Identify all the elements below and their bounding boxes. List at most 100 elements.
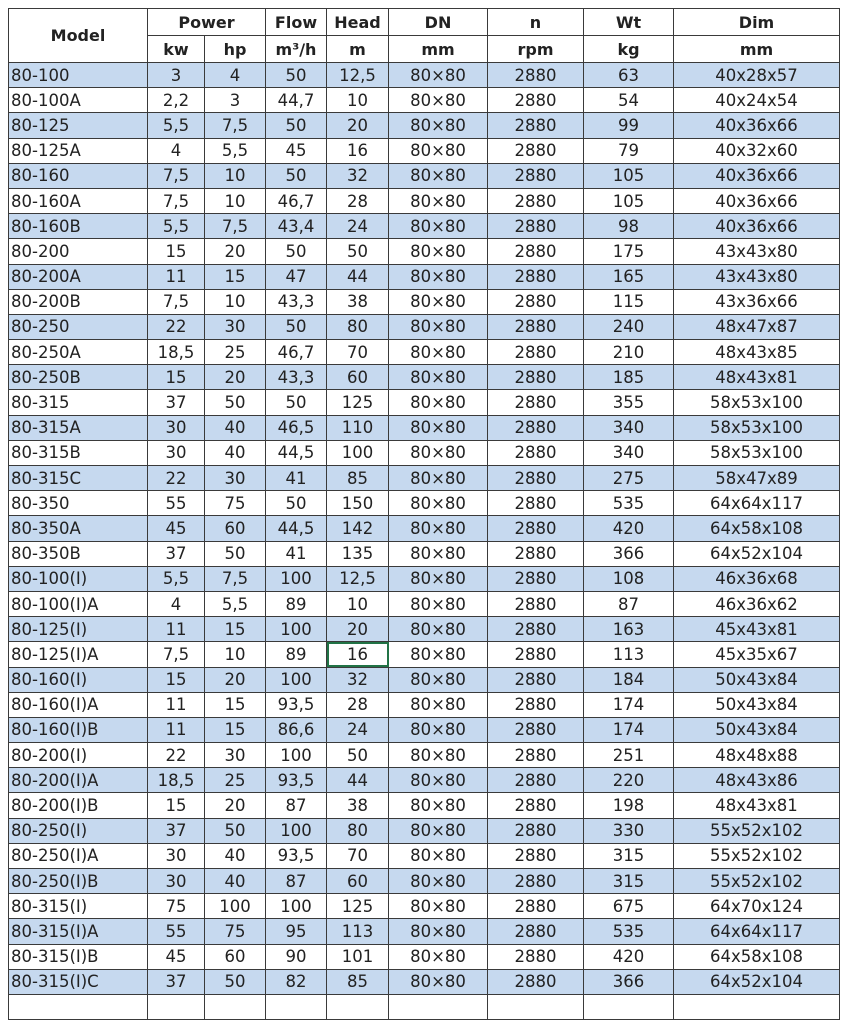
cell-dim[interactable]: 40x28x57 xyxy=(673,61,840,89)
cell-dim[interactable]: 64x64x117 xyxy=(673,918,840,945)
empty-cell[interactable] xyxy=(583,993,674,1020)
cell-kw[interactable]: 5,5 xyxy=(147,112,205,139)
cell-wt[interactable]: 330 xyxy=(583,817,674,844)
cell-hp[interactable]: 5,5 xyxy=(204,137,266,164)
cell-wt[interactable]: 340 xyxy=(583,414,674,441)
cell-model[interactable]: 80-250(I)B xyxy=(8,867,148,895)
cell-rpm[interactable]: 2880 xyxy=(487,162,584,189)
empty-cell[interactable] xyxy=(147,993,205,1020)
cell-wt[interactable]: 185 xyxy=(583,364,674,391)
cell-kw[interactable]: 30 xyxy=(147,867,205,895)
cell-model[interactable]: 80-100 xyxy=(8,61,148,89)
cell-model[interactable]: 80-250A xyxy=(8,339,148,366)
cell-rpm[interactable]: 2880 xyxy=(487,364,584,391)
cell-dn[interactable]: 80×80 xyxy=(388,439,488,467)
cell-wt[interactable]: 79 xyxy=(583,137,674,164)
cell-rpm[interactable]: 2880 xyxy=(487,389,584,416)
cell-model[interactable]: 80-125(I) xyxy=(8,616,148,643)
cell-rpm[interactable]: 2880 xyxy=(487,187,584,215)
cell-hp[interactable]: 20 xyxy=(204,238,266,265)
cell-head[interactable]: 70 xyxy=(326,842,389,870)
cell-dim[interactable]: 40x36x66 xyxy=(673,213,840,240)
cell-kw[interactable]: 22 xyxy=(147,464,205,492)
cell-wt[interactable]: 54 xyxy=(583,87,674,114)
cell-kw[interactable]: 30 xyxy=(147,439,205,467)
cell-kw[interactable]: 22 xyxy=(147,313,205,341)
cell-wt[interactable]: 420 xyxy=(583,515,674,542)
cell-model[interactable]: 80-250B xyxy=(8,364,148,391)
cell-model[interactable]: 80-315(I) xyxy=(8,893,148,920)
cell-rpm[interactable]: 2880 xyxy=(487,439,584,467)
cell-dn[interactable]: 80×80 xyxy=(388,61,488,89)
cell-flow[interactable]: 46,5 xyxy=(265,414,327,441)
cell-kw[interactable]: 4 xyxy=(147,137,205,164)
cell-dn[interactable]: 80×80 xyxy=(388,515,488,542)
cell-kw[interactable]: 15 xyxy=(147,238,205,265)
cell-flow[interactable]: 50 xyxy=(265,61,327,89)
cell-head[interactable]: 60 xyxy=(326,364,389,391)
cell-dim[interactable]: 46x36x62 xyxy=(673,590,840,618)
cell-flow[interactable]: 50 xyxy=(265,162,327,189)
cell-model[interactable]: 80-160(I) xyxy=(8,666,148,693)
cell-model[interactable]: 80-250(I) xyxy=(8,817,148,844)
cell-hp[interactable]: 10 xyxy=(204,162,266,189)
cell-dn[interactable]: 80×80 xyxy=(388,364,488,391)
cell-flow[interactable]: 93,5 xyxy=(265,691,327,718)
cell-head[interactable]: 44 xyxy=(326,767,389,794)
cell-wt[interactable]: 535 xyxy=(583,918,674,945)
cell-rpm[interactable]: 2880 xyxy=(487,893,584,920)
cell-kw[interactable]: 7,5 xyxy=(147,288,205,315)
cell-dn[interactable]: 80×80 xyxy=(388,842,488,870)
cell-hp[interactable]: 40 xyxy=(204,414,266,441)
cell-model[interactable]: 80-315C xyxy=(8,464,148,492)
cell-kw[interactable]: 2,2 xyxy=(147,87,205,114)
cell-head[interactable]: 44 xyxy=(326,263,389,290)
cell-dim[interactable]: 40x36x66 xyxy=(673,187,840,215)
empty-cell[interactable] xyxy=(388,993,488,1020)
cell-model[interactable]: 80-315A xyxy=(8,414,148,441)
cell-flow[interactable]: 45 xyxy=(265,137,327,164)
cell-kw[interactable]: 3 xyxy=(147,61,205,89)
cell-hp[interactable]: 20 xyxy=(204,364,266,391)
cell-kw[interactable]: 30 xyxy=(147,414,205,441)
cell-dim[interactable]: 40x36x66 xyxy=(673,162,840,189)
cell-wt[interactable]: 366 xyxy=(583,968,674,995)
cell-flow[interactable]: 93,5 xyxy=(265,842,327,870)
cell-kw[interactable]: 18,5 xyxy=(147,767,205,794)
cell-hp[interactable]: 10 xyxy=(204,641,266,668)
cell-head[interactable]: 110 xyxy=(326,414,389,441)
cell-model[interactable]: 80-100(I)A xyxy=(8,590,148,618)
cell-rpm[interactable]: 2880 xyxy=(487,238,584,265)
cell-head[interactable]: 32 xyxy=(326,666,389,693)
cell-rpm[interactable]: 2880 xyxy=(487,716,584,744)
cell-flow[interactable]: 95 xyxy=(265,918,327,945)
cell-rpm[interactable]: 2880 xyxy=(487,842,584,870)
cell-kw[interactable]: 7,5 xyxy=(147,162,205,189)
cell-rpm[interactable]: 2880 xyxy=(487,918,584,945)
cell-dn[interactable]: 80×80 xyxy=(388,590,488,618)
cell-hp[interactable]: 15 xyxy=(204,691,266,718)
cell-model[interactable]: 80-100A xyxy=(8,87,148,114)
cell-hp[interactable]: 15 xyxy=(204,263,266,290)
cell-head[interactable]: 20 xyxy=(326,112,389,139)
cell-kw[interactable]: 45 xyxy=(147,943,205,970)
cell-hp[interactable]: 50 xyxy=(204,817,266,844)
cell-flow[interactable]: 100 xyxy=(265,742,327,769)
cell-flow[interactable]: 43,3 xyxy=(265,288,327,315)
cell-rpm[interactable]: 2880 xyxy=(487,565,584,592)
cell-wt[interactable]: 420 xyxy=(583,943,674,970)
cell-wt[interactable]: 99 xyxy=(583,112,674,139)
cell-rpm[interactable]: 2880 xyxy=(487,87,584,114)
cell-flow[interactable]: 44,5 xyxy=(265,515,327,542)
cell-flow[interactable]: 43,4 xyxy=(265,213,327,240)
cell-rpm[interactable]: 2880 xyxy=(487,641,584,668)
cell-wt[interactable]: 184 xyxy=(583,666,674,693)
cell-wt[interactable]: 535 xyxy=(583,490,674,517)
cell-head[interactable]: 80 xyxy=(326,817,389,844)
cell-dim[interactable]: 45x43x81 xyxy=(673,616,840,643)
cell-wt[interactable]: 165 xyxy=(583,263,674,290)
cell-dn[interactable]: 80×80 xyxy=(388,716,488,744)
cell-wt[interactable]: 275 xyxy=(583,464,674,492)
cell-flow[interactable]: 86,6 xyxy=(265,716,327,744)
cell-flow[interactable]: 43,3 xyxy=(265,364,327,391)
